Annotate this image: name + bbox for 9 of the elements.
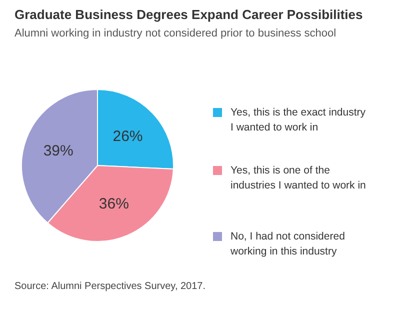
- legend-label: Yes, this is the exact industry I wanted to work in: [230, 106, 366, 134]
- legend-label: Yes, this is one of the industries I wanted to work in: [230, 164, 366, 192]
- chart-title: Graduate Business Degrees Expand Career Possibilities: [14, 7, 363, 22]
- data-label: 36%: [98, 195, 129, 212]
- legend-label: No, I had not considered working in this industry: [230, 230, 346, 258]
- data-label: 26%: [112, 128, 143, 146]
- source-note: Source: Alumni Perspectives Survey, 2017.: [14, 281, 206, 292]
- data-label: 39%: [43, 142, 74, 160]
- chart-subtitle: Alumni working in industry not considered prior to business school: [14, 28, 336, 40]
